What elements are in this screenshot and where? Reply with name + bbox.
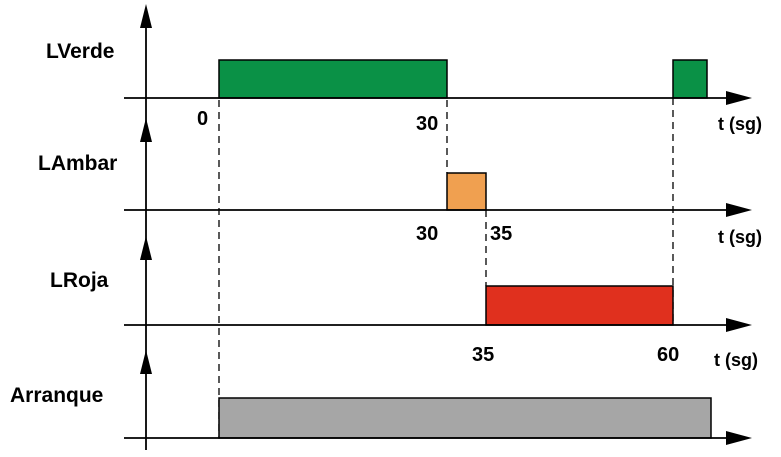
verde-pulse-2 — [672, 59, 708, 99]
tick-label-verde-0: 0 — [197, 108, 208, 130]
time-unit-label-verde: t (sg) — [718, 114, 762, 134]
arrow-up-icon — [140, 4, 152, 28]
tick-label-roja-35: 35 — [472, 344, 494, 366]
signal-verde-pulses — [218, 59, 708, 99]
signal-name-roja: LRoja — [50, 269, 109, 292]
guide-lines — [218, 98, 674, 438]
signal-arranque-pulses — [218, 397, 712, 439]
arrow-up-icon — [140, 350, 152, 374]
time-unit-label-roja: t (sg) — [714, 350, 758, 370]
tick-label-roja-60: 60 — [657, 344, 679, 366]
signal-ambar-pulses — [446, 172, 487, 211]
arrow-up-icon — [140, 236, 152, 260]
signal-name-verde: LVerde — [46, 40, 114, 63]
signal-name-arranque: Arranque — [10, 384, 103, 407]
arrow-right-icon — [726, 203, 752, 217]
arrow-right-icon — [726, 431, 752, 445]
ambar-pulse-1 — [446, 172, 487, 211]
roja-pulse-1 — [485, 285, 674, 326]
tick-label-verde-30: 30 — [416, 113, 438, 135]
arrow-right-icon — [726, 318, 752, 332]
arranque-pulse-1 — [218, 397, 712, 439]
time-axes — [124, 97, 728, 439]
vertical-axis — [140, 4, 152, 450]
tick-label-ambar-30: 30 — [416, 223, 438, 245]
signal-roja-pulses — [485, 285, 674, 326]
signal-name-ambar: LAmbar — [38, 152, 117, 175]
time-unit-label-ambar: t (sg) — [718, 227, 762, 247]
arrow-up-icon — [140, 118, 152, 142]
tick-label-ambar-35: 35 — [490, 223, 512, 245]
time-axis-arrows — [726, 91, 752, 445]
verde-pulse-1 — [218, 59, 448, 99]
arrow-right-icon — [726, 91, 752, 105]
